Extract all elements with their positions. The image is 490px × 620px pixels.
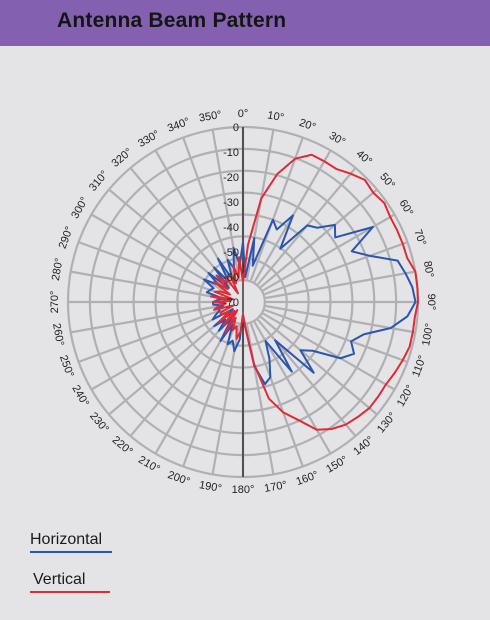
angle-tick-label: 40° [354,148,374,168]
angle-tick-label: 200° [166,469,191,488]
grid-spoke [264,241,408,296]
grid-spoke [259,315,378,416]
angle-tick-label: 190° [198,479,223,495]
angle-tick-label: 70° [411,228,428,248]
angle-tick-label: 80° [421,260,436,278]
radial-tick-label: -30 [223,197,239,209]
angle-tick-label: 90° [425,294,437,311]
angle-tick-label: 290° [57,225,76,250]
grid-spoke [265,270,416,300]
angle-tick-label: 50° [377,171,397,191]
angle-tick-label: 120° [395,383,417,409]
series-vertical [209,153,419,431]
angle-tick-label: 350° [198,109,223,125]
grid-spoke [249,137,304,281]
grid-spoke [90,312,224,391]
angle-tick-label: 110° [410,354,429,379]
radial-labels: 0 -10 -20 -30 -40 -50 -60 -70 [223,122,239,309]
grid-spoke [108,315,227,416]
grid-spoke [182,137,237,281]
title-bar [0,0,490,46]
angle-tick-label: 160° [295,469,320,488]
grid-spoke [262,312,396,391]
angle-tick-label: 300° [69,195,91,221]
angle-tick-label: 240° [69,383,91,409]
angle-tick-label: 10° [266,109,284,124]
grid-spoke [78,241,222,296]
radial-tick-label: -50 [223,247,239,259]
grid-spoke [182,323,237,467]
grid-spoke [108,188,227,289]
angle-tick-label: 150° [324,454,350,476]
angle-tick-label: 30° [327,130,347,149]
radial-tick-label: -40 [223,222,239,234]
legend-horizontal-label: Horizontal [30,531,103,548]
legend-horizontal-swatch [30,551,112,553]
grid-spoke [211,129,241,280]
radial-tick-label: 0 [233,122,239,134]
grid-spoke [129,167,230,286]
angle-tick-label: 210° [136,454,162,476]
radial-tick-label: -70 [223,297,239,309]
angle-tick-label: 170° [263,479,288,495]
radial-tick-label: -20 [223,172,239,184]
angle-tick-label: 340° [166,116,191,135]
angle-tick-label: 250° [57,354,76,379]
radial-tick-label: -10 [223,147,239,159]
page-title: Antenna Beam Pattern [57,9,287,32]
grid-spoke [256,318,357,437]
legend-vertical-label: Vertical [33,571,86,588]
angle-tick-label: 330° [136,128,162,150]
grid-spoke [78,308,222,363]
grid-spoke [70,304,221,334]
grid-spoke [264,308,408,363]
radial-tick-label: -60 [223,272,239,284]
grid-spoke [249,323,304,467]
grid-spoke [90,213,224,292]
polar-chart: 0° 10° 20° 30° 40°50°60° 70° 80° 90° 100° 110° 120… [49,108,437,496]
angle-tick-label: 100° [420,322,436,347]
angle-tick-label: 270° [49,291,61,314]
angle-tick-label: 20° [297,117,317,134]
angle-tick-label: 180° [232,484,255,496]
angle-tick-label: 0° [238,108,249,120]
angle-tick-label: 260° [50,322,66,347]
grid-spoke [129,318,230,437]
grid-spoke [70,270,221,300]
angle-tick-label: 60° [397,198,416,218]
legend-vertical-swatch [30,591,110,593]
grid-spoke [154,321,233,455]
angle-tick-label: 280° [50,257,66,282]
series-layer [203,153,419,431]
grid-spoke [259,188,378,289]
